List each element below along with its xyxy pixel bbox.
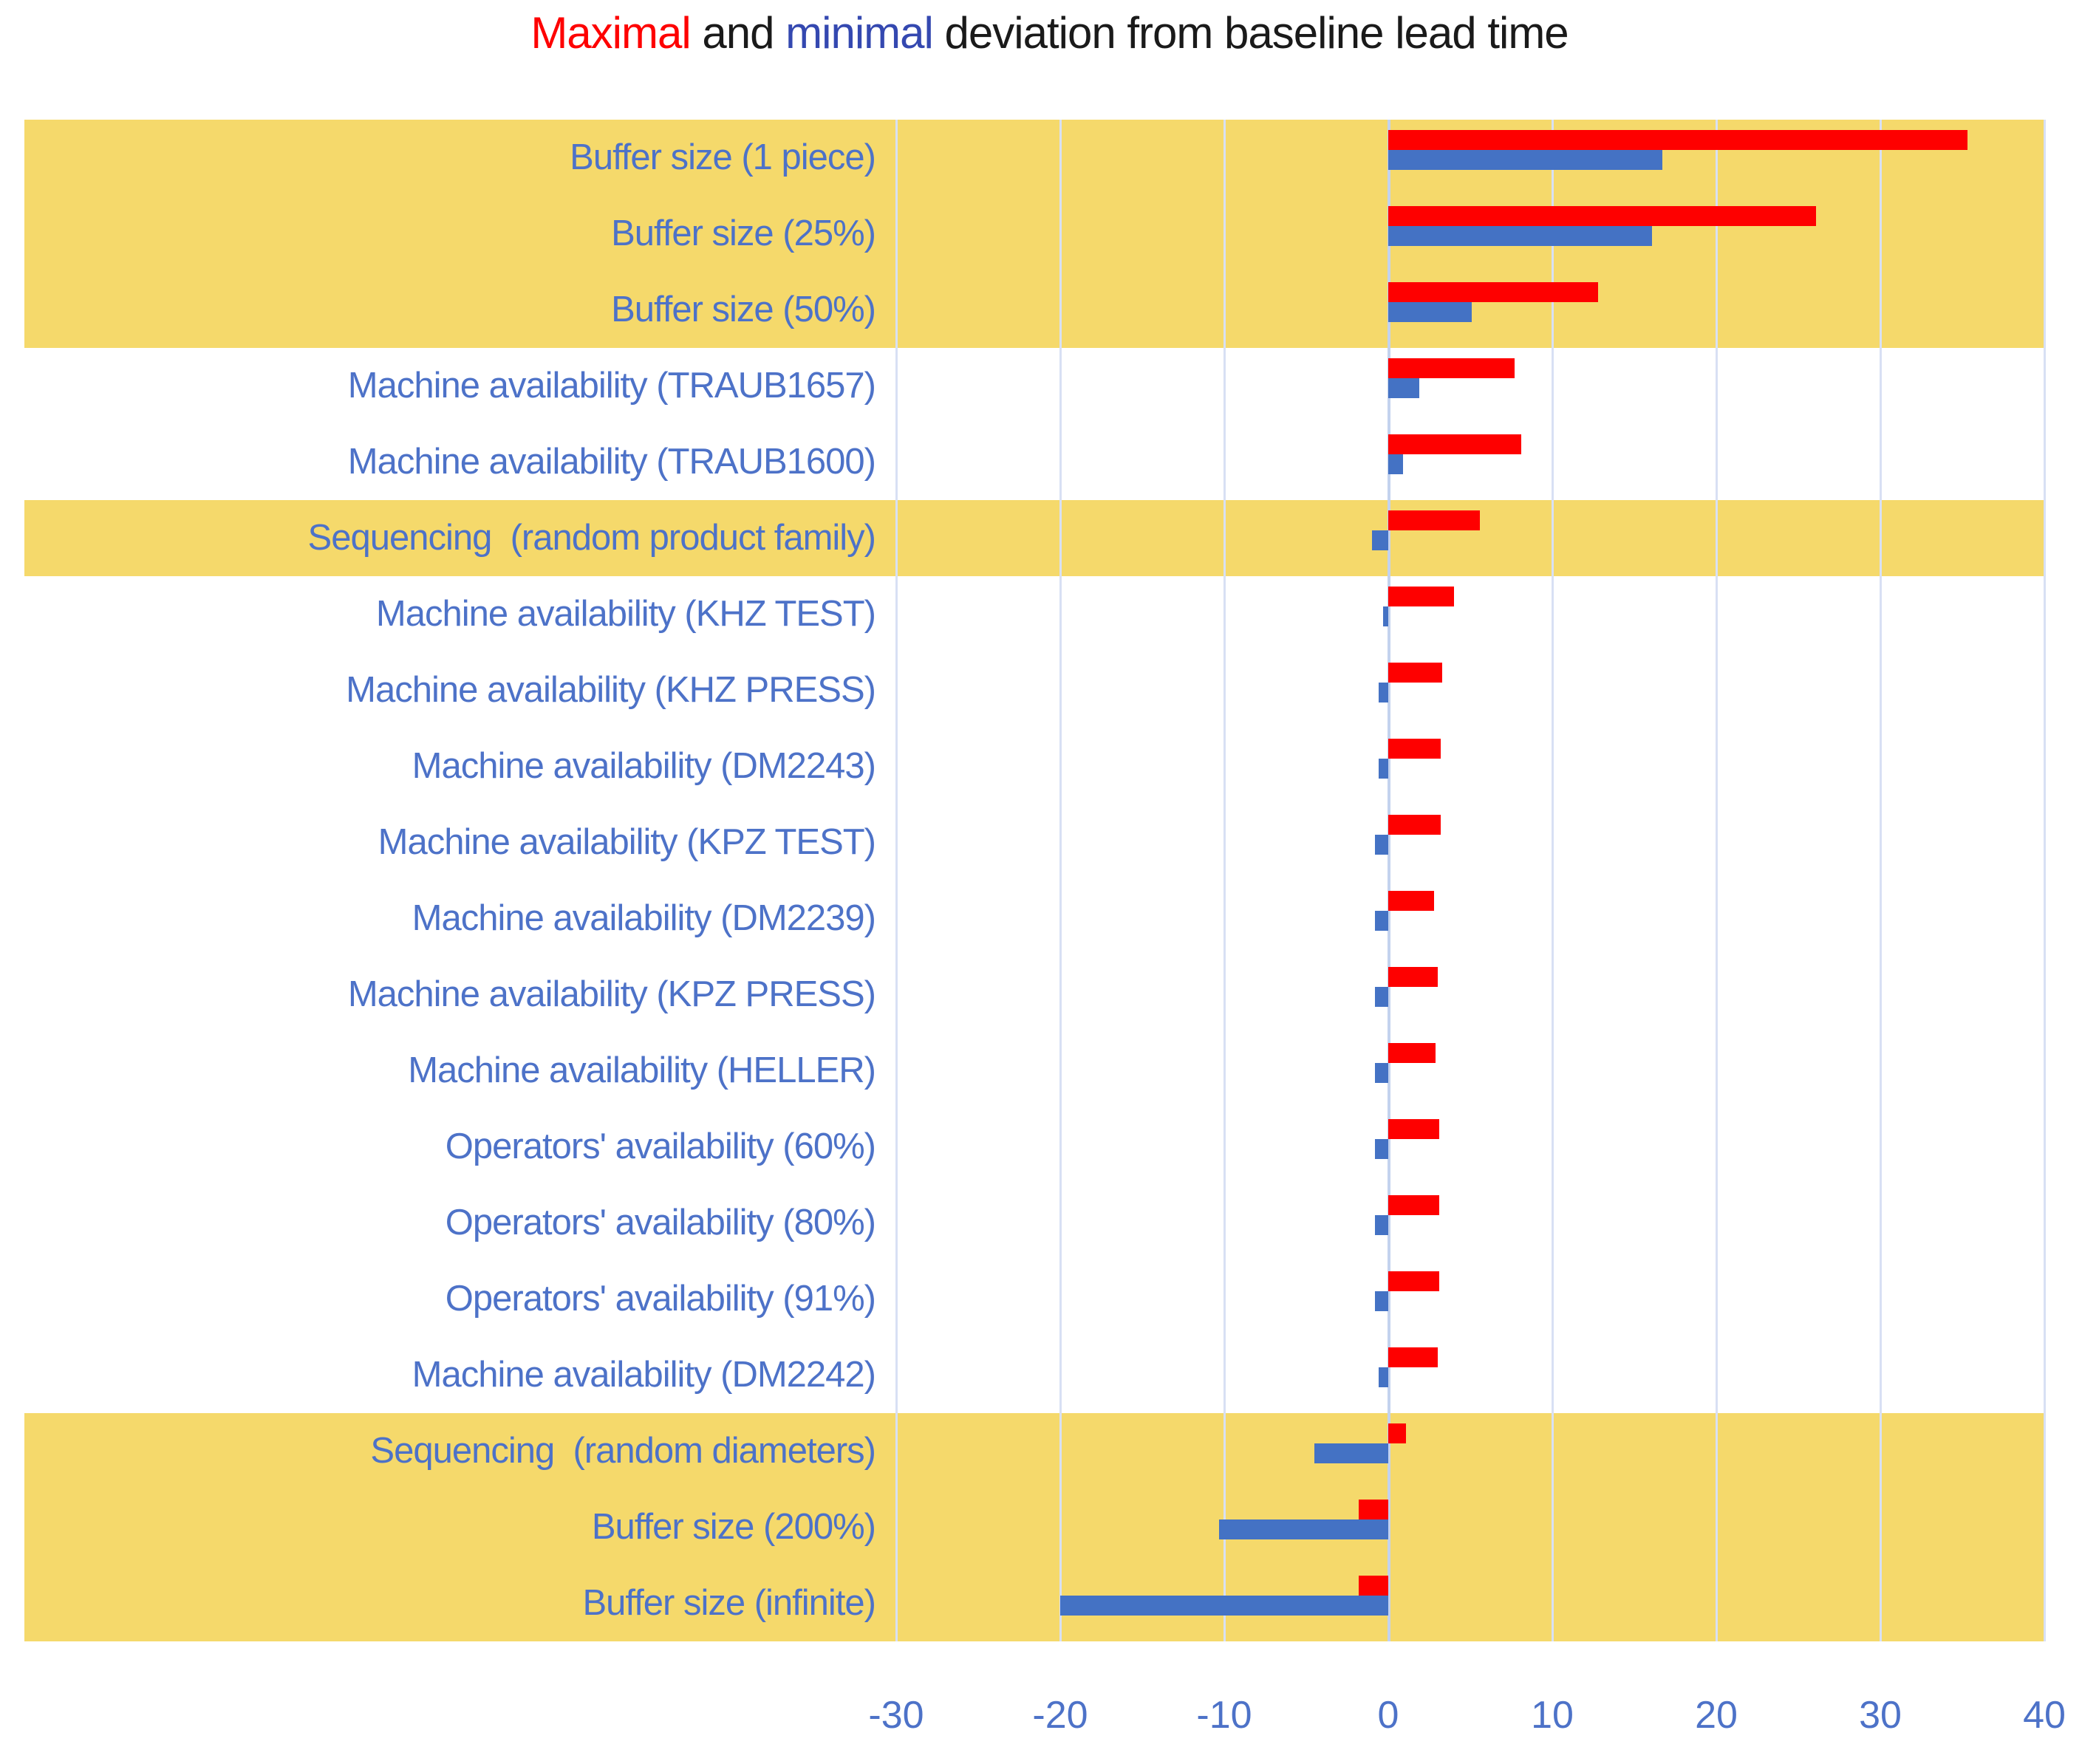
highlight-band: [24, 500, 2044, 576]
highlight-band: [24, 1565, 2044, 1641]
title-word-and: and: [690, 8, 786, 58]
title-rest: deviation from baseline lead time: [932, 8, 1569, 58]
max-deviation-bar: [1388, 1347, 1438, 1367]
max-deviation-bar: [1388, 1043, 1436, 1063]
max-deviation-bar: [1388, 815, 1441, 835]
min-deviation-bar: [1371, 530, 1388, 550]
x-tick-label: 30: [1859, 1694, 1902, 1737]
x-tick-label: -30: [868, 1694, 924, 1737]
category-label: Machine availability (HELLER): [408, 1050, 876, 1090]
max-deviation-bar: [1388, 1195, 1439, 1215]
min-deviation-bar: [1388, 226, 1653, 246]
min-deviation-bar: [1375, 1139, 1388, 1159]
min-deviation-bar: [1388, 302, 1472, 322]
max-deviation-bar: [1388, 282, 1599, 302]
min-deviation-bar: [1219, 1519, 1388, 1539]
category-label: Operators' availability (80%): [445, 1203, 876, 1242]
category-label: Sequencing (random diameters): [370, 1431, 876, 1471]
x-tick-label: 20: [1695, 1694, 1738, 1737]
gridline: [1879, 120, 1882, 1641]
min-deviation-bar: [1388, 150, 1662, 170]
max-deviation-bar: [1388, 587, 1454, 606]
category-label: Machine availability (KHZ TEST): [375, 594, 876, 634]
max-deviation-bar: [1388, 1423, 1407, 1443]
gridline: [1715, 120, 1718, 1641]
max-deviation-bar: [1388, 206, 1817, 226]
max-deviation-bar: [1388, 434, 1521, 454]
gridline: [1223, 120, 1226, 1641]
min-deviation-bar: [1388, 454, 1403, 474]
max-deviation-bar: [1388, 130, 1967, 150]
category-label: Machine availability (KHZ PRESS): [346, 670, 876, 710]
gridline: [1551, 120, 1554, 1641]
highlight-band: [24, 272, 2044, 348]
category-label: Machine availability (TRAUB1600): [347, 442, 876, 482]
category-label: Machine availability (DM2239): [412, 898, 876, 938]
category-label: Buffer size (200%): [591, 1507, 876, 1547]
x-tick-label: 10: [1531, 1694, 1574, 1737]
min-deviation-bar: [1375, 1291, 1388, 1311]
min-deviation-bar: [1375, 911, 1388, 931]
max-deviation-bar: [1388, 663, 1443, 683]
x-tick-label: -20: [1032, 1694, 1088, 1737]
category-label: Buffer size (1 piece): [570, 137, 876, 177]
highlight-band: [24, 1413, 2044, 1489]
highlight-band: [24, 1489, 2044, 1565]
min-deviation-bar: [1375, 987, 1388, 1007]
min-deviation-bar: [1388, 378, 1420, 398]
max-deviation-bar: [1388, 1271, 1439, 1291]
min-deviation-bar: [1375, 835, 1388, 855]
gridline: [1059, 120, 1062, 1641]
min-deviation-bar: [1378, 759, 1388, 779]
category-label: Operators' availability (91%): [445, 1279, 876, 1319]
category-label: Buffer size (50%): [611, 290, 876, 329]
title-word-maximal: Maximal: [530, 8, 691, 58]
gridline: [895, 120, 898, 1641]
category-label: Buffer size (infinite): [582, 1583, 877, 1623]
category-label: Machine availability (KPZ TEST): [378, 822, 876, 862]
min-deviation-bar: [1375, 1063, 1388, 1083]
min-deviation-bar: [1375, 1215, 1388, 1235]
min-deviation-bar: [1383, 606, 1388, 626]
max-deviation-bar: [1388, 510, 1481, 530]
category-label: Machine availability (DM2243): [412, 746, 876, 786]
max-deviation-bar: [1388, 739, 1441, 759]
max-deviation-bar: [1359, 1576, 1388, 1596]
category-label: Buffer size (25%): [611, 213, 876, 253]
max-deviation-bar: [1388, 967, 1438, 987]
category-label: Machine availability (TRAUB1657): [347, 366, 876, 406]
x-tick-label: 40: [2023, 1694, 2066, 1737]
category-label: Machine availability (KPZ PRESS): [347, 974, 876, 1014]
min-deviation-bar: [1378, 683, 1388, 702]
max-deviation-bar: [1388, 891, 1435, 911]
max-deviation-bar: [1388, 1119, 1439, 1139]
gridline: [2043, 120, 2046, 1641]
title-word-minimal: minimal: [785, 8, 934, 58]
category-label: Machine availability (DM2242): [412, 1355, 876, 1395]
chart-title: Maximal and minimal deviation from basel…: [0, 7, 2099, 58]
max-deviation-bar: [1359, 1500, 1388, 1519]
max-deviation-bar: [1388, 358, 1515, 378]
x-tick-label: -10: [1196, 1694, 1252, 1737]
zero-axis-line: [1387, 120, 1390, 1641]
x-tick-label: 0: [1377, 1694, 1399, 1737]
min-deviation-bar: [1314, 1443, 1388, 1463]
min-deviation-bar: [1378, 1367, 1388, 1387]
min-deviation-bar: [1060, 1596, 1388, 1616]
category-label: Operators' availability (60%): [445, 1127, 876, 1166]
category-label: Sequencing (random product family): [307, 518, 876, 558]
